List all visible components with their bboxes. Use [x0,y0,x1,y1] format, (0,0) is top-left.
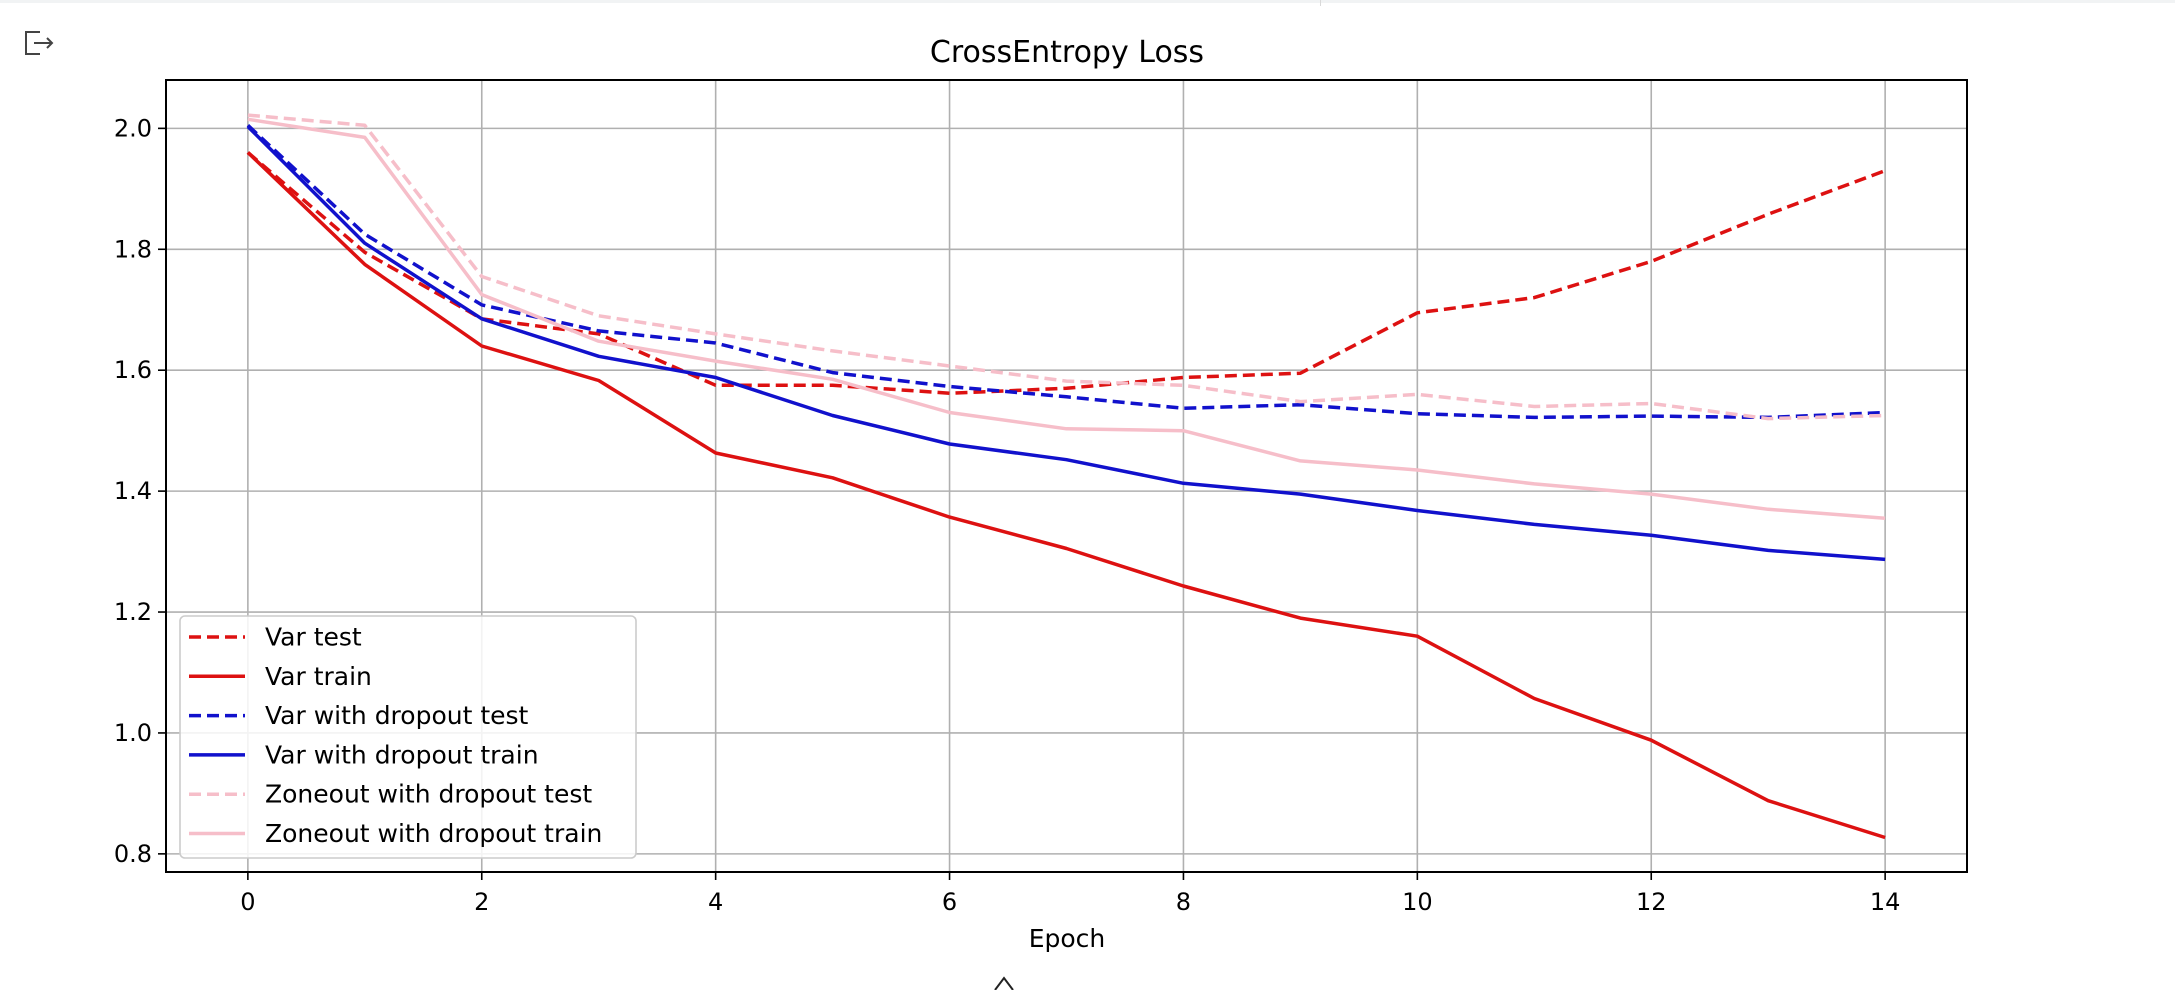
y-tick-label: 1.8 [114,235,152,263]
plot-frame [165,79,1968,873]
output-redirect-icon[interactable] [22,28,58,58]
legend-label: Zoneout with dropout train [265,819,602,848]
x-axis-label: Epoch [1029,924,1106,953]
x-tick-label: 6 [942,888,957,916]
y-tick-label: 0.8 [114,840,152,868]
legend-label: Var test [265,623,362,652]
series-line-3 [246,125,1886,562]
x-tick-label: 8 [1176,888,1191,916]
caret-up-icon [994,976,1014,990]
y-tick-label: 1.2 [114,598,152,626]
legend-label: Var with dropout test [265,701,529,730]
legend-label: Var train [265,662,372,691]
legend-label: Var with dropout train [265,740,539,769]
x-tick-label: 0 [240,888,255,916]
y-tick-label: 2.0 [114,114,152,142]
legend-label: Zoneout with dropout test [265,780,592,809]
series-line-5 [247,117,1886,521]
x-tick-label: 14 [1870,888,1901,916]
axis-ticks: 0 2 4 6 8 10 12 14 0.8 1.0 1.2 1.4 1.6 1.8 2.0 [114,114,1901,916]
cell-divider-tick [1320,0,1321,6]
plot-lines [246,113,1886,840]
series-line-1 [246,151,1886,840]
series-line-2 [246,124,1886,420]
y-tick-label: 1.6 [114,356,152,384]
legend-box [179,615,637,859]
y-tick-label: 1.0 [114,719,152,747]
series-line-0 [246,151,1886,395]
series-line-4 [247,113,1886,421]
x-tick-label: 12 [1636,888,1667,916]
y-tick-label: 1.4 [114,477,152,505]
chart-title: CrossEntropy Loss [930,35,1204,70]
cell-top-border [0,0,2175,3]
legend: Var test Var train Var with dropout test Va… [179,615,637,859]
x-tick-label: 2 [474,888,489,916]
x-tick-label: 4 [708,888,723,916]
x-tick-label: 10 [1402,888,1433,916]
